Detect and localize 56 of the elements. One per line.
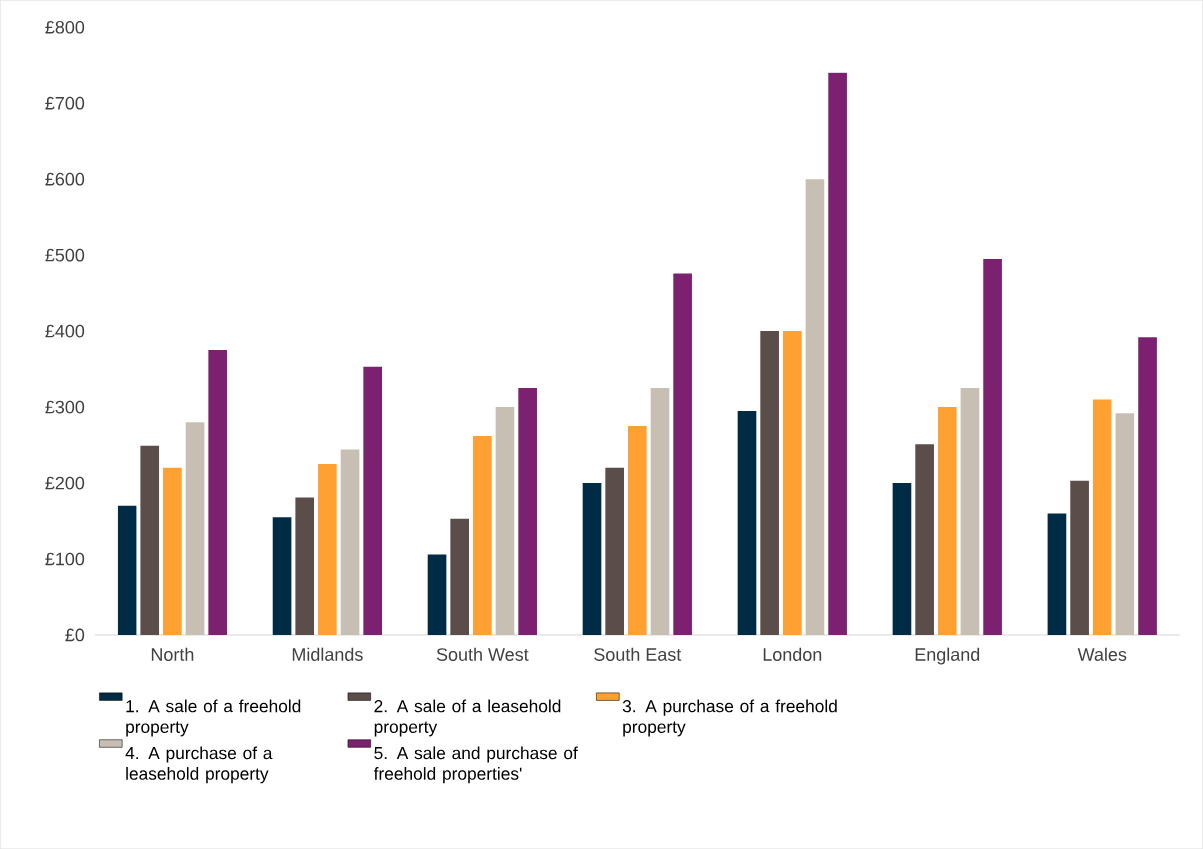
bar [163, 467, 182, 635]
legend-label: 1. A sale of a freehold property [126, 699, 301, 737]
bar [805, 179, 825, 635]
x-tick-label: England [915, 647, 980, 665]
bar [737, 410, 757, 635]
bar [1092, 399, 1112, 635]
legend-label: 2. A sale of a leasehold property [374, 699, 561, 737]
bar [1047, 513, 1067, 635]
y-tick-label: £600 [45, 172, 85, 186]
bar [208, 350, 228, 635]
bar [117, 505, 137, 635]
bar [650, 388, 670, 635]
y-tick-label: £500 [45, 248, 85, 262]
bar [295, 497, 315, 635]
legend-label: 5. A sale and purchase of freehold properties' [373, 746, 578, 784]
y-tick-label: £100 [45, 552, 85, 566]
bar [473, 435, 492, 635]
y-tick-label: £0 [65, 628, 85, 642]
legend-label: 4. A purchase of a leasehold property [125, 746, 273, 784]
bar [272, 517, 292, 635]
x-tick-label: North [151, 647, 194, 661]
legend-label: 3. A purchase of a freehold property [622, 699, 837, 737]
bar [1070, 480, 1089, 635]
bar [915, 444, 934, 635]
bar [627, 426, 647, 635]
bar [892, 482, 912, 635]
bar [983, 258, 1002, 635]
bar [582, 482, 602, 635]
y-tick-label: £300 [45, 400, 85, 414]
bar [960, 388, 980, 635]
bar [1115, 413, 1135, 635]
bar [760, 331, 779, 635]
bar [318, 463, 337, 635]
y-tick-label: £700 [45, 96, 85, 110]
bar [363, 366, 383, 635]
bar [937, 407, 957, 635]
bar [828, 72, 847, 635]
bar [1138, 337, 1157, 635]
bar [673, 273, 692, 635]
bar [518, 388, 537, 635]
bar [185, 422, 205, 635]
bar [427, 554, 447, 635]
x-tick-label: South West [436, 647, 529, 661]
x-tick-label: Midlands [292, 647, 363, 661]
y-tick-label: £200 [45, 476, 85, 490]
y-tick-label: £400 [45, 324, 85, 338]
y-tick-label: £800 [45, 20, 85, 34]
x-tick-label: South East [594, 647, 682, 661]
bar [782, 331, 802, 635]
bar [605, 467, 624, 635]
x-tick-label: Wales [1077, 647, 1127, 661]
x-tick-label: London [763, 647, 822, 661]
bar [340, 449, 360, 635]
bar [495, 407, 515, 635]
bar [140, 445, 160, 635]
bar [450, 518, 470, 635]
